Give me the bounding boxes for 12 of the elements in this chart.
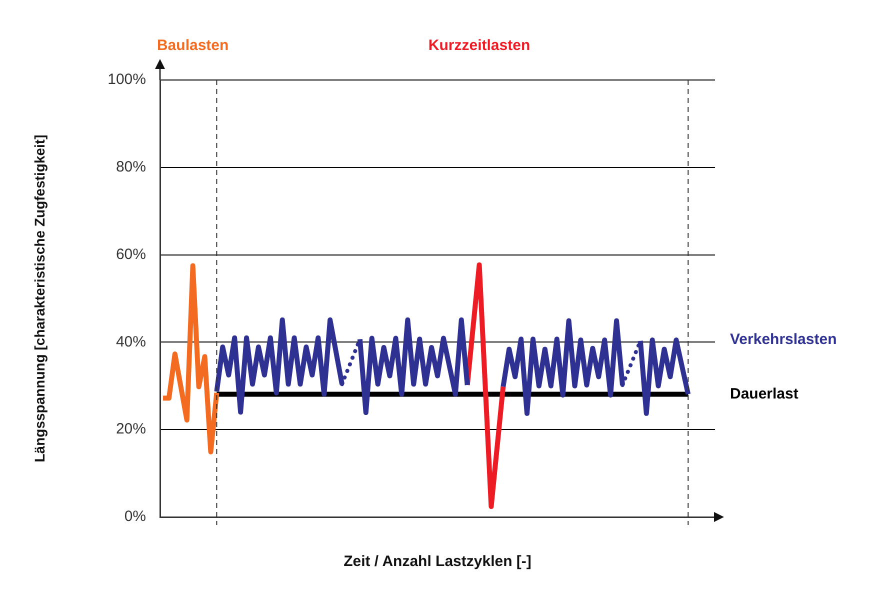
text: Verkehrslasten — [730, 331, 837, 348]
y-axis-title: Längsspannung [charakteristische Zugfestigkeit] — [31, 134, 48, 462]
y-tick-label: 80% — [116, 158, 146, 176]
y-tick-label: 40% — [116, 333, 146, 350]
y-tick-label: 60% — [116, 246, 146, 263]
y-tick-label: 0% — [124, 508, 146, 526]
text: Baulasten — [156, 37, 229, 54]
text: Kurzzeitlasten — [428, 37, 530, 54]
y-tick-label: 20% — [116, 420, 146, 438]
y-tick-label: 100% — [108, 71, 146, 88]
x-axis-title: Zeit / Anzahl Lastzyklen [-] — [344, 553, 532, 570]
text: Dauerlast — [730, 385, 798, 402]
